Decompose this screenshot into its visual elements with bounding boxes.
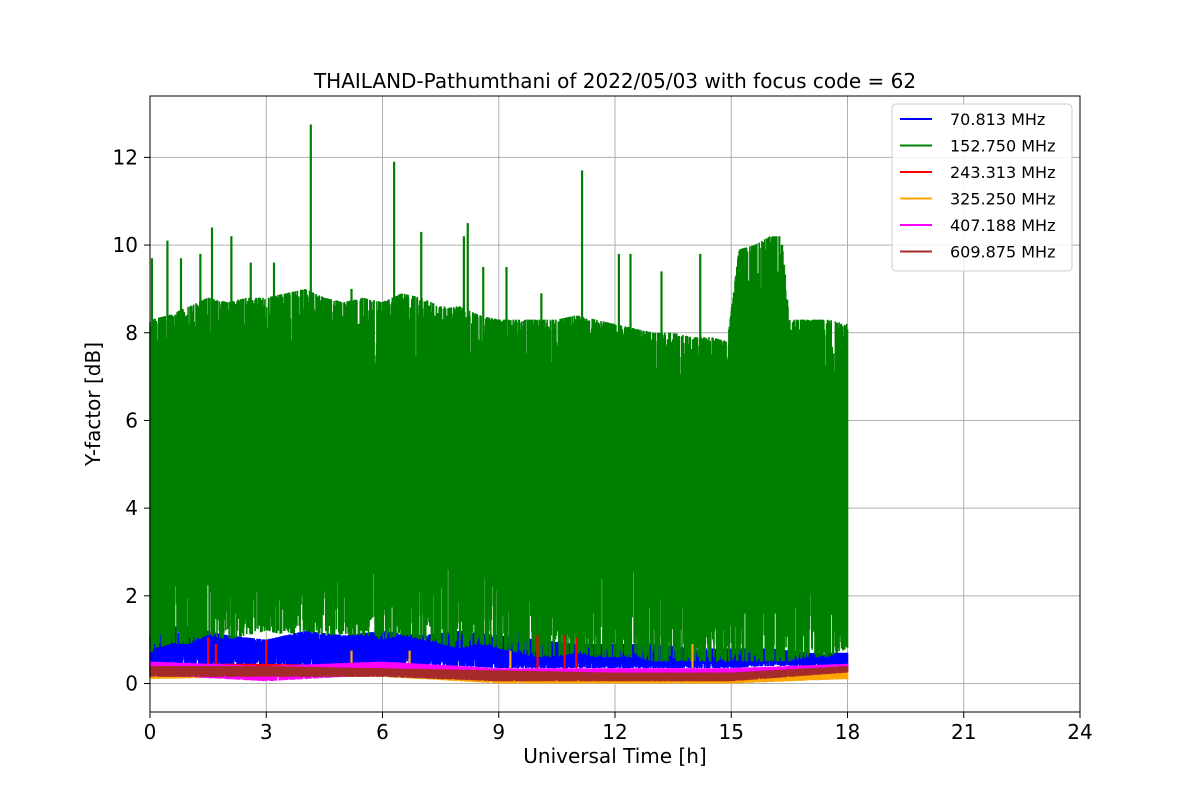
y-axis-label: Y-factor [dB] (81, 342, 105, 467)
x-tick-label: 12 (602, 720, 627, 744)
x-tick-label: 24 (1067, 720, 1092, 744)
y-tick-label: 4 (125, 496, 138, 520)
x-tick-label: 6 (376, 720, 389, 744)
x-tick-label: 21 (951, 720, 976, 744)
chart-title: THAILAND-Pathumthani of 2022/05/03 with … (313, 69, 916, 93)
y-tick-label: 2 (125, 584, 138, 608)
x-tick-label: 0 (144, 720, 157, 744)
legend-label: 407.188 MHz (950, 216, 1055, 235)
legend: 70.813 MHz 152.750 MHz 243.313 MHz 325.250 … (891, 103, 1073, 272)
legend-label: 609.875 MHz (950, 243, 1055, 262)
y-tick-label: 0 (125, 672, 138, 696)
x-tick-label: 15 (719, 720, 744, 744)
legend-label: 243.313 MHz (950, 163, 1055, 182)
plot-series (149, 124, 849, 684)
y-tick-label: 12 (113, 145, 138, 169)
x-tick-label: 18 (835, 720, 860, 744)
legend-label: 152.750 MHz (950, 137, 1055, 156)
legend-box (891, 103, 1073, 272)
y-tick-label: 6 (125, 408, 138, 432)
x-tick-label: 9 (492, 720, 505, 744)
x-tick-label: 3 (260, 720, 273, 744)
x-axis-label: Universal Time [h] (523, 744, 706, 768)
series-1 (149, 124, 849, 662)
legend-label: 70.813 MHz (950, 110, 1045, 129)
legend-label: 325.250 MHz (950, 190, 1055, 209)
y-tick-label: 8 (125, 321, 138, 345)
y-tick-label: 10 (113, 233, 138, 257)
